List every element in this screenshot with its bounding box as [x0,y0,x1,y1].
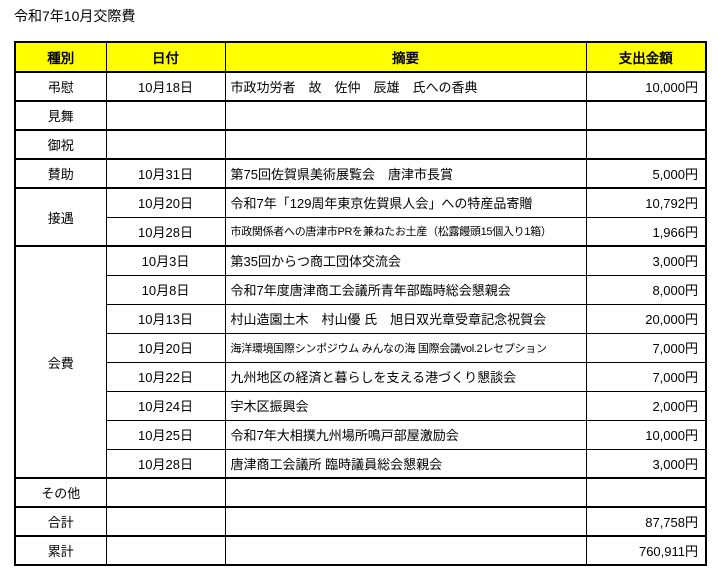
table-row: その他 [14,477,707,508]
table-row: 10月13日 村山造園土木 村山優 氏 旭日双光章受章記念祝賀会 20,000円 [15,303,707,334]
amount-cell: 3,000円 [585,448,707,479]
date-cell: 10月18日 [105,71,226,102]
amount-cell: 20,000円 [585,303,707,334]
header-date: 日付 [105,41,226,73]
summary-cell: 令和7年「129周年東京佐賀県人会」への特産品寄贈 [224,187,587,218]
table-row: 会費 10月3日 第35回からつ商工団体交流会 3,000円 [14,245,707,479]
summary-cell: 村山造園土木 村山優 氏 旭日双光章受章記念祝賀会 [224,303,587,334]
amount-cell: 760,911円 [585,535,707,566]
table-row: 10月8日 令和7年度唐津商工会議所青年部臨時総会懇親会 8,000円 [15,274,707,305]
summary-cell: 第75回佐賀県美術展覧会 唐津市長賞 [224,158,587,189]
table-row: 10月24日 宇木区振興会 2,000円 [15,390,707,421]
summary-cell: 唐津商工会議所 臨時議員総会懇親会 [224,448,587,479]
summary-cell: 海洋環境国際シンポジウム みんなの海 国際会議vol.2レセプション [224,332,587,363]
date-cell: 10月24日 [105,390,226,421]
date-cell [105,129,226,160]
amount-cell [585,477,707,508]
summary-cell: 市政功労者 故 佐仲 辰雄 氏への香典 [224,71,587,102]
date-cell: 10月13日 [105,303,226,334]
table-row: 見舞 [14,100,707,131]
amount-cell: 7,000円 [585,361,707,392]
category-cell: 御祝 [14,129,107,160]
amount-cell: 5,000円 [585,158,707,189]
amount-cell: 3,000円 [585,245,707,276]
summary-cell [224,100,587,131]
category-cell: 合計 [14,506,107,537]
summary-cell: 令和7年度唐津商工会議所青年部臨時総会懇親会 [224,274,587,305]
amount-cell: 2,000円 [585,390,707,421]
summary-cell: 市政関係者への唐津市PRを兼ねたお土産（松露饅頭15個入り1箱） [224,216,587,247]
amount-cell: 10,000円 [585,419,707,450]
date-cell: 10月22日 [105,361,226,392]
table-row: 累計 760,911円 [14,535,707,566]
summary-cell: 令和7年大相撲九州場所鳴戸部屋激励会 [224,419,587,450]
category-cell: 累計 [14,535,107,566]
amount-cell: 10,792円 [585,187,707,218]
table-row: 10月22日 九州地区の経済と暮らしを支える港づくり懇談会 7,000円 [15,361,707,392]
table-row: 合計 87,758円 [14,506,707,537]
summary-cell [224,477,587,508]
summary-cell: 宇木区振興会 [224,390,587,421]
header-amount: 支出金額 [585,41,707,73]
category-cell: 弔慰 [14,71,107,102]
date-cell: 10月20日 [105,332,226,363]
summary-cell [224,535,587,566]
table-row: 接遇 10月20日 令和7年「129周年東京佐賀県人会」への特産品寄贈 10,7… [14,187,707,247]
table-row: 弔慰 10月18日 市政功労者 故 佐仲 辰雄 氏への香典 10,000円 [14,71,707,102]
category-cell: その他 [14,477,107,508]
header-summary: 摘要 [224,41,587,73]
date-cell: 10月3日 [105,245,226,276]
amount-cell: 10,000円 [585,71,707,102]
table-row: 10月25日 令和7年大相撲九州場所鳴戸部屋激励会 10,000円 [15,419,707,450]
table-row: 賛助 10月31日 第75回佐賀県美術展覧会 唐津市長賞 5,000円 [14,158,707,189]
table-row: 10月28日 唐津商工会議所 臨時議員総会懇親会 3,000円 [15,448,707,479]
date-cell: 10月20日 [105,187,226,218]
amount-cell [585,129,707,160]
category-cell: 賛助 [14,158,107,189]
table-row: 御祝 [14,129,707,160]
amount-cell: 87,758円 [585,506,707,537]
table-row: 10月20日 海洋環境国際シンポジウム みんなの海 国際会議vol.2レセプショ… [15,332,707,363]
summary-cell [224,129,587,160]
summary-cell: 九州地区の経済と暮らしを支える港づくり懇談会 [224,361,587,392]
date-cell [105,477,226,508]
date-cell: 10月28日 [105,448,226,479]
expense-table: 種別 日付 摘要 支出金額 弔慰 10月18日 市政功労者 故 佐仲 辰雄 氏へ… [14,41,707,566]
amount-cell: 7,000円 [585,332,707,363]
date-cell [105,100,226,131]
date-cell: 10月31日 [105,158,226,189]
date-cell [105,535,226,566]
date-cell [105,506,226,537]
amount-cell: 8,000円 [585,274,707,305]
header-row: 種別 日付 摘要 支出金額 [14,41,707,73]
date-cell: 10月28日 [105,216,226,247]
page-title: 令和7年10月交際費 [14,8,136,24]
amount-cell: 1,966円 [585,216,707,247]
summary-cell: 第35回からつ商工団体交流会 [224,245,587,276]
category-cell: 見舞 [14,100,107,131]
table-row: 10月28日 市政関係者への唐津市PRを兼ねたお土産（松露饅頭15個入り1箱） … [15,216,707,247]
date-cell: 10月8日 [105,274,226,305]
amount-cell [585,100,707,131]
category-cell: 会費 [14,245,107,479]
date-cell: 10月25日 [105,419,226,450]
header-category: 種別 [14,41,107,73]
summary-cell [224,506,587,537]
category-cell: 接遇 [14,187,107,247]
